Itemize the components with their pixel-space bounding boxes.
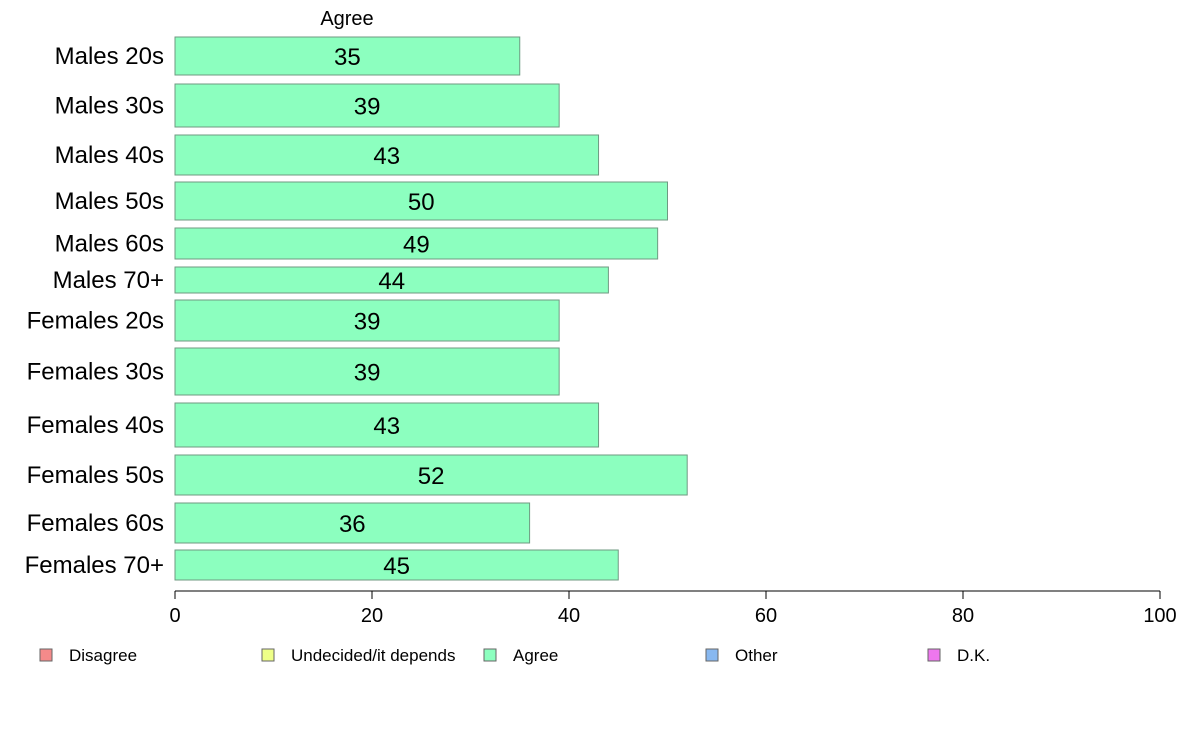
bar-value-label: 44 [378, 268, 405, 295]
bar-value-label: 50 [408, 189, 435, 216]
bar [174, 454, 688, 496]
category-label: Males 50s [55, 188, 164, 215]
legend-swatch [261, 648, 275, 662]
legend-swatch [39, 648, 53, 662]
bar [174, 299, 560, 342]
bar-value-label: 39 [354, 360, 381, 387]
x-tick-label: 40 [558, 605, 580, 627]
bar [174, 36, 521, 76]
category-label: Females 60s [27, 510, 164, 537]
x-tick-label: 60 [755, 605, 777, 627]
bar-value-label: 36 [339, 511, 366, 538]
chart-top-label: Agree [320, 8, 373, 30]
bar [174, 266, 609, 294]
bar [174, 181, 668, 221]
bar [174, 347, 560, 396]
x-tick-label: 0 [169, 605, 180, 627]
legend-swatch [483, 648, 497, 662]
category-label: Males 60s [55, 231, 164, 258]
bar [174, 227, 659, 260]
bar-value-label: 43 [373, 143, 400, 170]
category-label: Females 20s [27, 308, 164, 335]
legend-label: Agree [513, 646, 558, 665]
bar-value-label: 43 [373, 413, 400, 440]
category-label: Females 70+ [25, 552, 164, 579]
category-label: Males 70+ [53, 267, 164, 294]
category-label: Males 40s [55, 142, 164, 169]
bar-value-label: 45 [383, 553, 410, 580]
bar-value-label: 35 [334, 44, 361, 71]
category-label: Females 30s [27, 359, 164, 386]
legend: Disagree Undecided/it depends Agree Other D.… [39, 646, 990, 665]
x-tick-label: 80 [952, 605, 974, 627]
bar [174, 502, 531, 544]
bar-value-label: 39 [354, 309, 381, 336]
category-label: Males 30s [55, 93, 164, 120]
legend-label: D.K. [957, 646, 990, 665]
category-label: Males 20s [55, 43, 164, 70]
x-axis: 0 20 40 60 80 100 [169, 590, 1177, 627]
category-label: Females 40s [27, 412, 164, 439]
legend-label: Undecided/it depends [291, 646, 455, 665]
bar-value-label: 49 [403, 232, 430, 259]
legend-swatch [927, 648, 941, 662]
bar [174, 402, 600, 448]
bar [174, 134, 600, 176]
category-label: Females 50s [27, 462, 164, 489]
legend-label: Other [735, 646, 778, 665]
bar-value-label: 39 [354, 94, 381, 121]
bar-value-label: 52 [418, 463, 445, 490]
x-tick-label: 20 [361, 605, 383, 627]
bar [174, 83, 560, 128]
legend-label: Disagree [69, 646, 137, 665]
bar [174, 549, 619, 581]
bars-group: Males 20s 35 Males 30s 39 Males 40s 43 Males 5… [25, 36, 688, 581]
legend-swatch [705, 648, 719, 662]
x-tick-label: 100 [1143, 605, 1176, 627]
